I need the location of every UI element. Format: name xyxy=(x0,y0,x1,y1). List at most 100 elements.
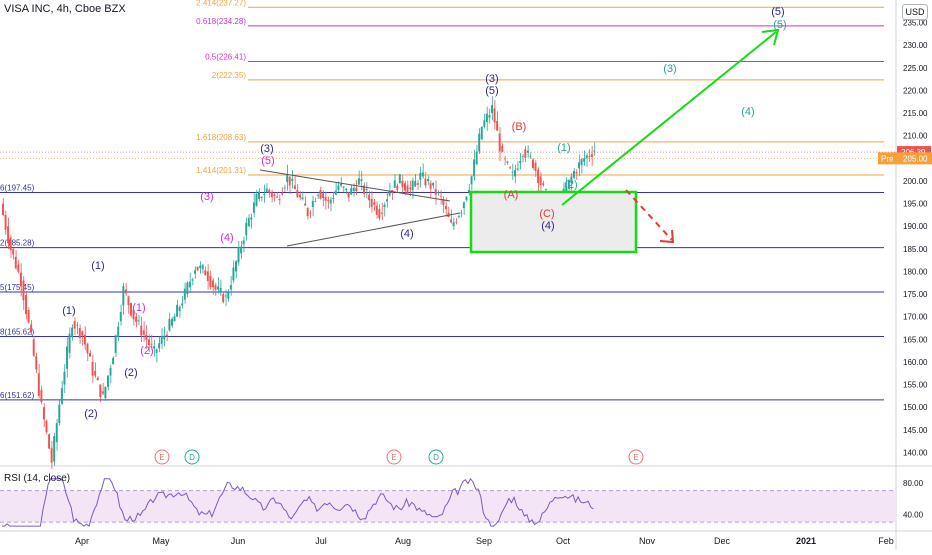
candle-body xyxy=(60,388,63,404)
candle-body xyxy=(32,339,35,356)
chart-title: VISA INC, 4h, Cboe BZX xyxy=(4,3,126,15)
candle-body xyxy=(101,391,104,394)
candle-body xyxy=(214,285,217,290)
candle-body xyxy=(396,185,399,190)
candle-body xyxy=(217,286,220,290)
candle-body xyxy=(501,145,504,152)
candle-body xyxy=(142,330,145,335)
event-badge xyxy=(386,449,402,465)
candle-body xyxy=(250,217,253,220)
candle-body xyxy=(37,373,40,396)
candle-body xyxy=(14,256,17,269)
fib-level-label: 0.618(234.28) xyxy=(196,17,246,26)
candle-body xyxy=(462,202,465,209)
event-badge xyxy=(428,449,444,465)
candle-body xyxy=(196,266,199,271)
candles xyxy=(2,96,596,470)
currency-badge[interactable]: USD xyxy=(902,4,928,20)
candle-body xyxy=(283,187,286,189)
candle-body xyxy=(488,115,491,118)
wave-label: (3) xyxy=(260,143,273,155)
wave-label: (1) xyxy=(62,305,75,317)
candle-body xyxy=(273,194,276,196)
candle-body xyxy=(150,343,153,345)
bearish-arrow-head xyxy=(659,229,675,244)
candle-body xyxy=(393,180,396,188)
bullish-arrow-head xyxy=(761,28,780,46)
candle-body xyxy=(109,367,112,376)
candle-body xyxy=(204,270,207,276)
candle-body xyxy=(48,434,51,449)
candle-body xyxy=(334,190,337,195)
candle-body xyxy=(260,196,263,199)
candle-body xyxy=(252,202,255,213)
candle-body xyxy=(30,324,33,333)
candle-body xyxy=(99,384,102,398)
candle-body xyxy=(450,219,453,223)
candle-body xyxy=(439,195,442,197)
candle-body xyxy=(114,335,117,353)
candle-body xyxy=(567,179,570,189)
y-tick-label: 165.00 xyxy=(903,335,928,344)
y-tick-label: 195.00 xyxy=(903,200,928,209)
candle-body xyxy=(332,197,335,200)
wave-label: (4) xyxy=(541,220,554,232)
candle-body xyxy=(78,328,81,339)
candle-body xyxy=(168,319,171,331)
event-badge xyxy=(184,449,200,465)
candle-body xyxy=(378,209,381,219)
candle-body xyxy=(76,324,79,326)
candle-body xyxy=(309,212,312,214)
candle-body xyxy=(263,194,266,196)
candle-body xyxy=(96,377,99,381)
candle-body xyxy=(209,275,212,287)
candle-body xyxy=(588,156,591,157)
candle-body xyxy=(473,159,476,177)
wave-label: (B) xyxy=(512,121,527,133)
candle-body xyxy=(186,282,189,295)
candle-body xyxy=(590,153,593,158)
candle-body xyxy=(211,280,214,288)
candle-body xyxy=(68,333,71,353)
candle-body xyxy=(291,178,294,181)
candle-body xyxy=(324,196,327,201)
candle-body xyxy=(460,212,463,214)
candle-body xyxy=(444,205,447,210)
wave-label: (C) xyxy=(539,208,554,220)
candle-body xyxy=(301,197,304,200)
candle-body xyxy=(421,172,424,177)
fib-level-label: 2(222.35) xyxy=(212,71,247,80)
candle-body xyxy=(585,155,588,159)
candle-body xyxy=(409,187,412,190)
candle-body xyxy=(401,180,404,187)
event-badge-label: E xyxy=(633,453,638,462)
candle-body xyxy=(529,155,532,157)
candle-body xyxy=(147,339,150,345)
candle-body xyxy=(58,404,61,424)
wave-label: (3) xyxy=(200,191,213,203)
candle-body xyxy=(9,237,12,251)
y-tick-label: 225.00 xyxy=(903,64,928,73)
candle-body xyxy=(270,192,273,198)
candle-body xyxy=(363,185,365,194)
candle-body xyxy=(104,386,107,399)
candle-body xyxy=(386,199,389,202)
candle-body xyxy=(311,200,314,207)
wave-label: (1) xyxy=(557,142,570,154)
candle-body xyxy=(403,183,406,191)
candle-body xyxy=(53,436,56,462)
premarket-label: Pre xyxy=(881,154,894,163)
candle-body xyxy=(416,183,419,185)
candle-body xyxy=(117,326,120,338)
fib-level-label: 1.618(208.63) xyxy=(196,133,246,142)
candle-body xyxy=(360,179,363,181)
candle-body xyxy=(322,193,325,198)
candle-body xyxy=(135,316,138,323)
x-tick-label: 2021 xyxy=(796,536,816,546)
candle-body xyxy=(2,203,4,216)
x-tick-label: Feb xyxy=(878,536,894,546)
wave-label: (1) xyxy=(91,260,104,272)
wave-label: (2) xyxy=(84,408,97,420)
